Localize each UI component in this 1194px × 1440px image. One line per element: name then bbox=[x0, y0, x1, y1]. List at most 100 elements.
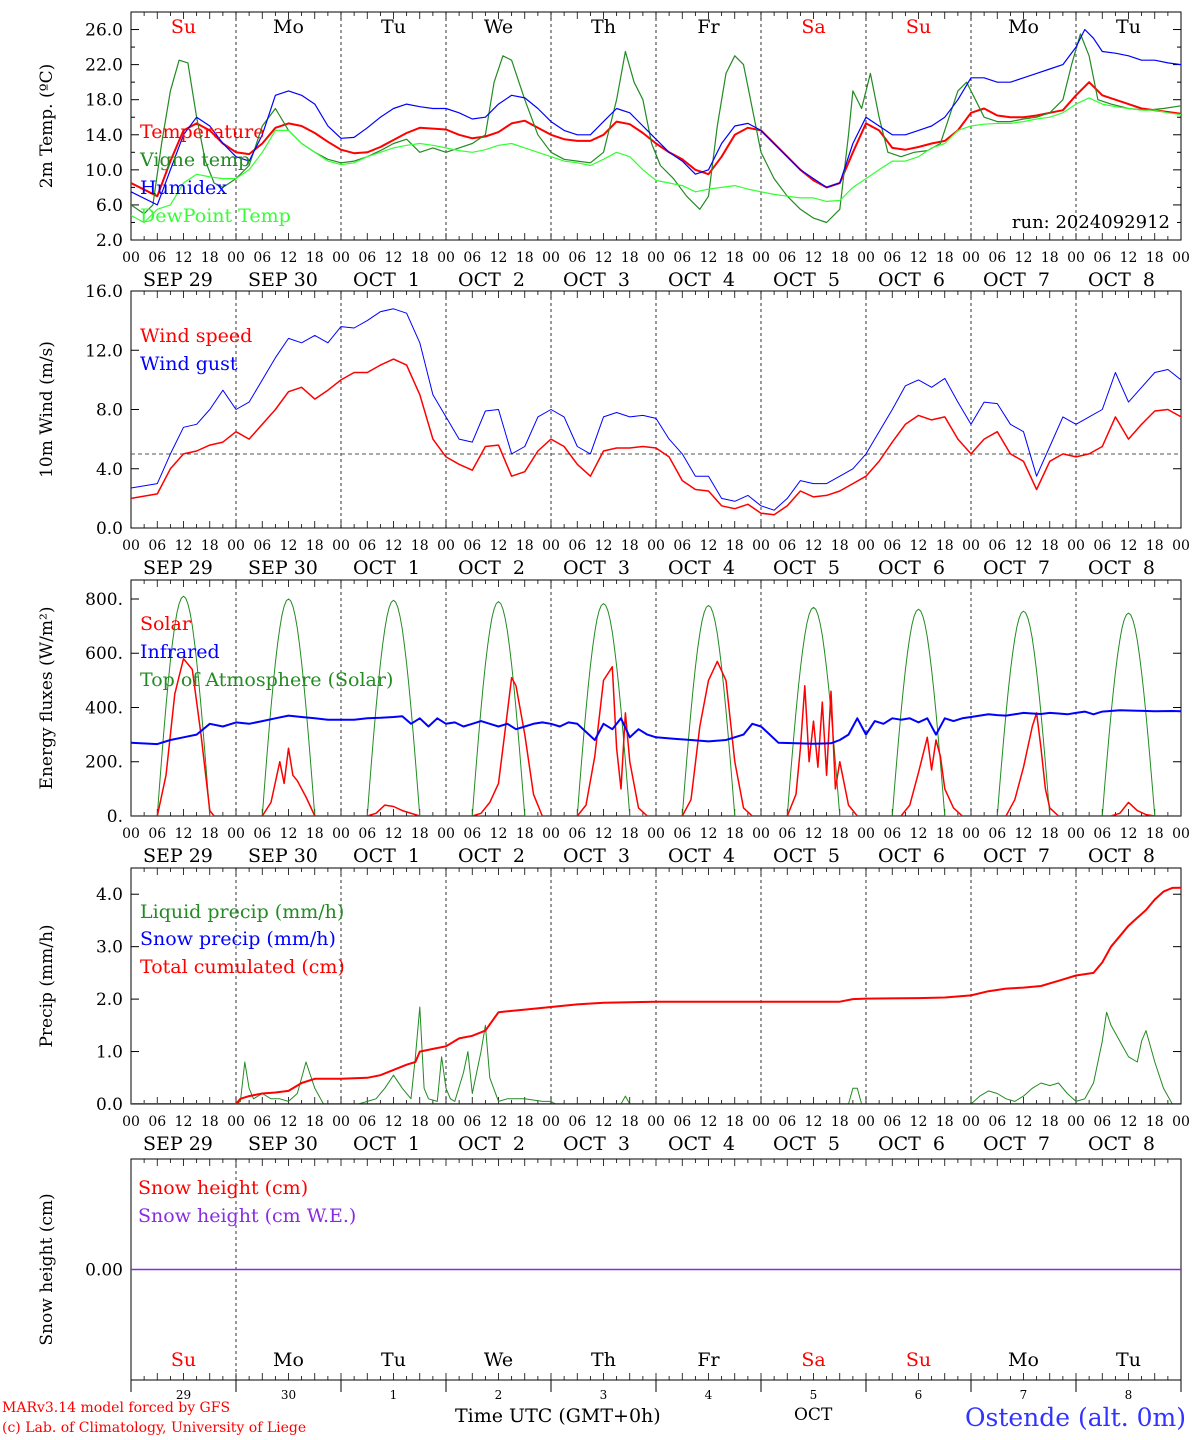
day-name: Su bbox=[906, 1349, 931, 1371]
hour-label: 18 bbox=[936, 250, 954, 266]
day-number: 1 bbox=[390, 1388, 398, 1402]
y-tick-label: 1.0 bbox=[96, 1043, 123, 1063]
hour-label: 18 bbox=[1041, 538, 1059, 554]
y-tick-label: 16.0 bbox=[85, 282, 123, 302]
date-label: OCT 6 bbox=[878, 557, 945, 579]
y-tick-label: 22.0 bbox=[85, 56, 123, 76]
day-name: Tu bbox=[1116, 16, 1141, 38]
hour-label: 12 bbox=[175, 1114, 193, 1130]
hour-label: 12 bbox=[385, 826, 403, 842]
hour-label: 06 bbox=[673, 1114, 691, 1130]
date-label: SEP 30 bbox=[248, 1133, 318, 1155]
hour-label: 18 bbox=[1146, 250, 1164, 266]
date-label: OCT 5 bbox=[773, 845, 840, 867]
series-humidex bbox=[131, 28, 1181, 206]
hour-label: 00 bbox=[647, 250, 665, 266]
hour-label: 00 bbox=[1172, 250, 1190, 266]
hour-label: 00 bbox=[542, 538, 560, 554]
date-label: OCT 6 bbox=[878, 269, 945, 291]
hour-label: 06 bbox=[778, 826, 796, 842]
hour-label: 06 bbox=[148, 538, 166, 554]
hour-label: 00 bbox=[227, 826, 245, 842]
hour-label: 18 bbox=[516, 538, 534, 554]
hour-label: 18 bbox=[201, 538, 219, 554]
hour-label: 18 bbox=[936, 826, 954, 842]
hour-label: 18 bbox=[621, 538, 639, 554]
panel-5: 0.00 Snow height (cm) Snow height (cm) Snow… bbox=[37, 1158, 1182, 1402]
hour-label: 12 bbox=[280, 826, 298, 842]
hour-label: 12 bbox=[595, 538, 613, 554]
legend-item: DewPoint Temp bbox=[140, 205, 291, 227]
date-label: OCT 5 bbox=[773, 557, 840, 579]
hour-label: 18 bbox=[726, 538, 744, 554]
hour-label: 12 bbox=[385, 538, 403, 554]
hour-label: 12 bbox=[175, 250, 193, 266]
date-label: SEP 30 bbox=[248, 845, 318, 867]
hour-label: 00 bbox=[752, 826, 770, 842]
hour-label: 00 bbox=[857, 538, 875, 554]
y-tick-label: 10.0 bbox=[85, 161, 123, 181]
hour-label: 06 bbox=[568, 250, 586, 266]
hour-label: 18 bbox=[621, 250, 639, 266]
date-label: OCT 2 bbox=[458, 1133, 525, 1155]
day-name: Tu bbox=[1116, 1349, 1141, 1371]
day-number: 2 bbox=[495, 1388, 503, 1402]
hour-label: 06 bbox=[463, 1114, 481, 1130]
hour-label: 06 bbox=[253, 250, 271, 266]
day-number: 29 bbox=[176, 1388, 191, 1402]
hour-label: 06 bbox=[253, 538, 271, 554]
hour-label: 18 bbox=[1146, 826, 1164, 842]
legend-item: Infrared bbox=[140, 641, 220, 663]
hour-label: 12 bbox=[1120, 538, 1138, 554]
hour-label: 00 bbox=[542, 1114, 560, 1130]
hour-label: 00 bbox=[857, 826, 875, 842]
hour-label: 06 bbox=[1093, 1114, 1111, 1130]
day-name: Mo bbox=[273, 1349, 304, 1371]
day-name: Mo bbox=[273, 16, 304, 38]
series-wind-speed bbox=[131, 358, 1181, 516]
hour-label: 12 bbox=[385, 250, 403, 266]
hour-label: 06 bbox=[988, 826, 1006, 842]
hour-label: 00 bbox=[437, 538, 455, 554]
hour-label: 12 bbox=[805, 1114, 823, 1130]
y-tick-label: 2.0 bbox=[96, 990, 123, 1010]
hour-label: 06 bbox=[883, 826, 901, 842]
y-tick-label: 12.0 bbox=[85, 341, 123, 361]
date-label: OCT 5 bbox=[773, 1133, 840, 1155]
day-number: 4 bbox=[705, 1388, 713, 1402]
hour-label: 06 bbox=[673, 826, 691, 842]
hour-label: 00 bbox=[962, 538, 980, 554]
hour-label: 12 bbox=[910, 538, 928, 554]
hour-label: 00 bbox=[227, 250, 245, 266]
hour-label: 18 bbox=[306, 538, 324, 554]
hour-label: 00 bbox=[437, 1114, 455, 1130]
y-tick-label: 4.0 bbox=[96, 460, 123, 480]
hour-label: 00 bbox=[647, 1114, 665, 1130]
date-label: OCT 3 bbox=[563, 557, 630, 579]
hour-label: 06 bbox=[1093, 250, 1111, 266]
legend-item: Vigne temp bbox=[139, 149, 250, 171]
hour-label: 12 bbox=[280, 538, 298, 554]
date-label: OCT 4 bbox=[668, 557, 735, 579]
hour-label: 12 bbox=[175, 826, 193, 842]
y-tick-label: 18.0 bbox=[85, 91, 123, 111]
y-tick-label: 0. bbox=[107, 807, 123, 827]
day-name: Th bbox=[591, 1349, 616, 1371]
date-label: OCT 1 bbox=[353, 269, 420, 291]
hour-label: 06 bbox=[463, 826, 481, 842]
hour-label: 00 bbox=[122, 250, 140, 266]
hour-label: 18 bbox=[831, 538, 849, 554]
hour-label: 00 bbox=[1067, 250, 1085, 266]
date-label: SEP 29 bbox=[143, 557, 213, 579]
date-label: OCT 8 bbox=[1088, 269, 1155, 291]
hour-label: 12 bbox=[1015, 826, 1033, 842]
y-tick-label: 600. bbox=[85, 644, 123, 664]
run-annotation: run: 2024092912 bbox=[1012, 212, 1170, 233]
series-liquid-precip-mm-h bbox=[131, 1006, 1181, 1104]
date-label: OCT 8 bbox=[1088, 845, 1155, 867]
hour-label: 12 bbox=[595, 826, 613, 842]
series-infrared bbox=[131, 709, 1181, 746]
hour-label: 00 bbox=[1172, 538, 1190, 554]
hour-label: 06 bbox=[253, 826, 271, 842]
hour-label: 12 bbox=[1120, 826, 1138, 842]
